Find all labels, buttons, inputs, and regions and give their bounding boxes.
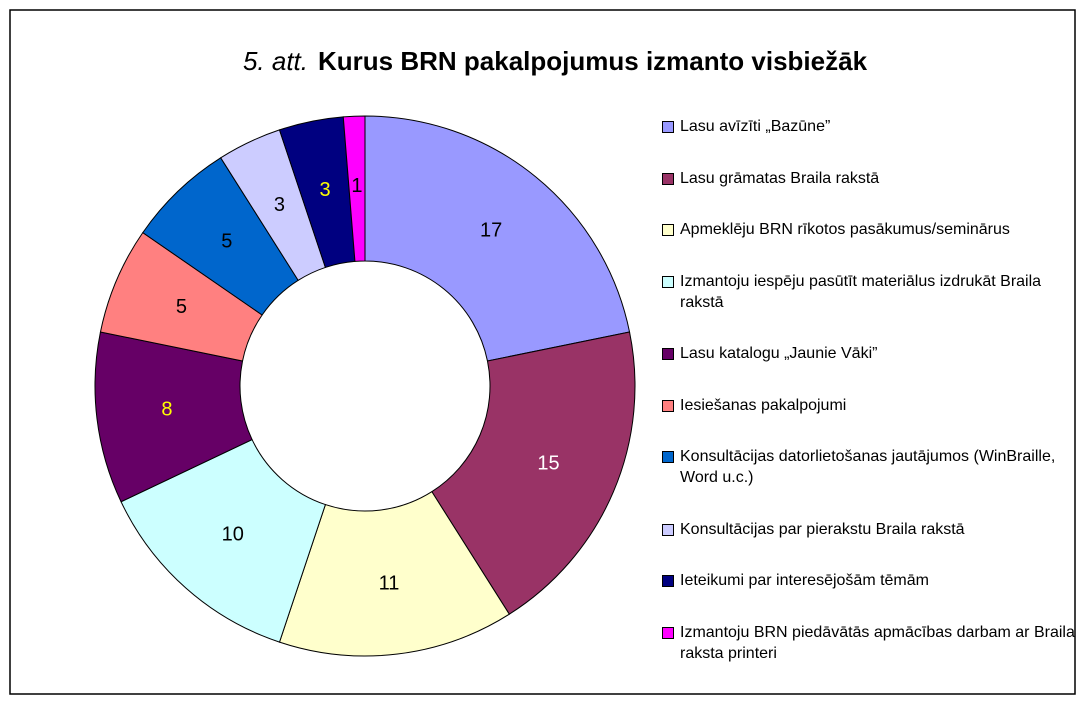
data-label: 5	[176, 296, 187, 318]
legend-swatch	[662, 348, 674, 361]
legend-swatch	[662, 626, 674, 639]
data-label: 11	[379, 572, 400, 594]
legend-label: Konsultācijas datorlietošanas jautājumos…	[680, 448, 1056, 487]
data-label: 15	[537, 452, 559, 474]
data-label: 3	[274, 194, 285, 216]
legend-item: Lasu katalogu „Jaunie Vāki”	[662, 343, 1080, 364]
legend-label: Izmantoju BRN piedāvātās apmācības darba…	[680, 623, 1075, 662]
legend-swatch	[662, 575, 674, 588]
legend-label: Apmeklēju BRN rīkotos pasākumus/semināru…	[680, 221, 1010, 239]
legend-item: Izmantoju iespēju pasūtīt materiālus izd…	[662, 271, 1080, 313]
legend-item: Ieteikumi par interesējošām tēmām	[662, 570, 1080, 591]
legend-item: Apmeklēju BRN rīkotos pasākumus/semināru…	[662, 219, 1080, 240]
data-label: 3	[320, 179, 331, 201]
legend-swatch	[662, 172, 674, 185]
legend-label: Lasu katalogu „Jaunie Vāki”	[680, 345, 878, 363]
slice	[431, 331, 636, 615]
data-label: 10	[222, 524, 244, 546]
legend-label: Ieteikumi par interesējošām tēmām	[680, 572, 929, 590]
legend-swatch	[662, 224, 674, 237]
slice	[342, 115, 366, 262]
legend-label: Lasu grāmatas Braila rakstā	[680, 169, 880, 187]
slice	[364, 115, 631, 362]
legend-swatch	[662, 523, 674, 536]
legend-item: Konsultācijas par pierakstu Braila rakst…	[662, 519, 1080, 540]
legend-swatch	[662, 451, 674, 464]
legend-label: Konsultācijas par pierakstu Braila rakst…	[680, 520, 965, 538]
legend-label: Iesiešanas pakalpojumi	[680, 396, 847, 414]
legend: Lasu avīzīti „Bazūne” Lasu grāmatas Brail…	[662, 116, 1080, 664]
legend-swatch	[662, 399, 674, 412]
legend-item: Izmantoju BRN piedāvātās apmācības darba…	[662, 622, 1080, 664]
slice	[278, 490, 510, 657]
data-label: 17	[480, 220, 502, 242]
data-label: 5	[221, 230, 232, 252]
data-label: 1	[351, 175, 362, 197]
legend-swatch	[662, 121, 674, 133]
legend-label: Izmantoju iespēju pasūtīt materiālus izd…	[680, 272, 1042, 311]
legend-swatch	[662, 275, 674, 288]
slice	[120, 438, 327, 643]
title-text: Kurus BRN pakalpojumus izmanto visbiežāk	[318, 46, 868, 76]
legend-item: Lasu grāmatas Braila rakstā	[662, 168, 1080, 189]
legend-item: Lasu avīzīti „Bazūne”	[662, 116, 1080, 137]
data-label: 8	[161, 398, 172, 420]
legend-item: Iesiešanas pakalpojumi	[662, 395, 1080, 416]
legend-item: Konsultācijas datorlietošanas jautājumos…	[662, 446, 1080, 488]
legend-label: Lasu avīzīti „Bazūne”	[680, 118, 831, 135]
title-number: 5. att.	[243, 46, 308, 76]
chart-title: 5. att. Kurus BRN pakalpojumus izmanto vi…	[243, 46, 868, 76]
